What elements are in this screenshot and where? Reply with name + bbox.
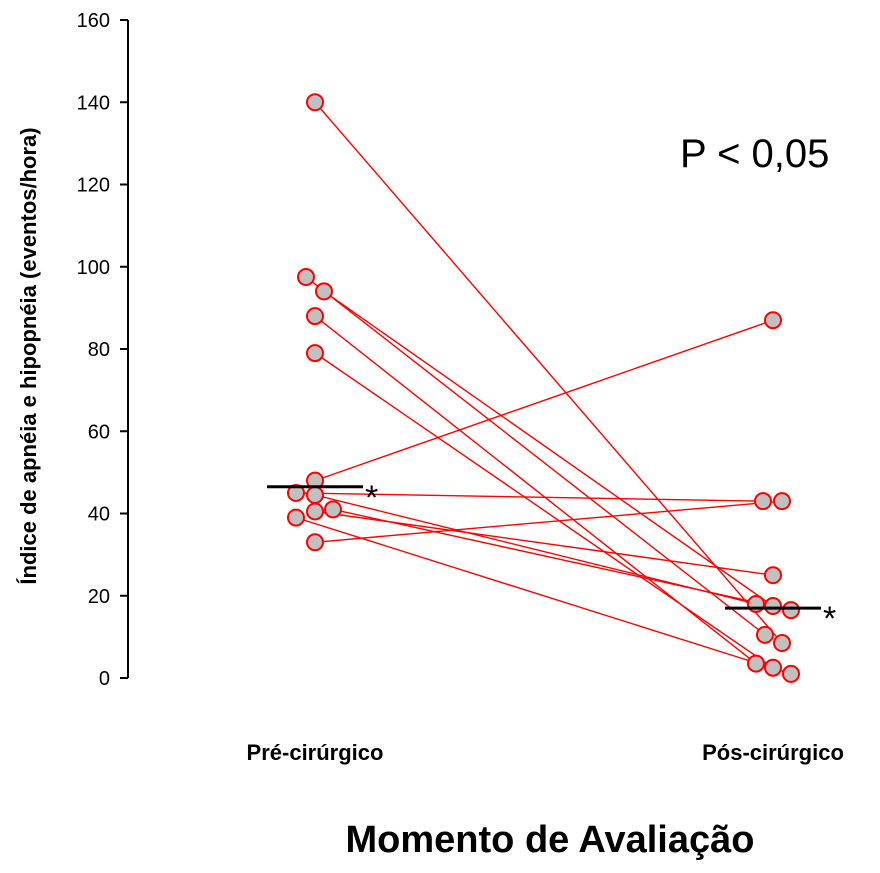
data-point-post bbox=[764, 311, 782, 330]
data-point-pre bbox=[315, 282, 333, 301]
data-point-post bbox=[754, 492, 772, 511]
data-point-post bbox=[764, 597, 782, 616]
data-point-post bbox=[773, 492, 791, 511]
pair-line bbox=[295, 516, 792, 675]
data-point-post bbox=[764, 658, 782, 677]
data-points bbox=[287, 93, 800, 683]
y-tick-label: 100 bbox=[77, 257, 110, 279]
data-point-pre bbox=[306, 502, 324, 521]
p-value-annotation: P < 0,05 bbox=[680, 132, 829, 176]
pair-line bbox=[314, 510, 774, 576]
data-point-pre bbox=[306, 307, 324, 326]
y-axis-title: Índice de apnéia e hipopnéia (eventos/ho… bbox=[16, 127, 41, 584]
data-point-pre bbox=[306, 533, 324, 552]
data-point-post bbox=[773, 634, 791, 653]
pair-line bbox=[314, 319, 774, 482]
y-ticks: 0 20 40 60 80 100 120 140 160 bbox=[77, 10, 128, 690]
y-tick-label: 60 bbox=[88, 421, 110, 443]
pair-lines bbox=[295, 101, 792, 675]
y-tick-label: 0 bbox=[99, 668, 110, 690]
median-markers: ** bbox=[267, 479, 836, 638]
y-tick-label: 80 bbox=[88, 339, 110, 361]
pair-line bbox=[314, 500, 783, 543]
pair-line bbox=[314, 315, 757, 665]
x-axis-title: Momento de Avaliação bbox=[346, 819, 755, 861]
y-tick-label: 140 bbox=[77, 92, 110, 114]
y-tick-label: 160 bbox=[77, 10, 110, 32]
data-point-post bbox=[782, 664, 800, 683]
median-asterisk: * bbox=[823, 600, 836, 638]
data-point-pre bbox=[287, 483, 305, 502]
data-point-pre bbox=[306, 485, 324, 504]
data-point-post bbox=[782, 601, 800, 620]
y-tick-label: 40 bbox=[88, 504, 110, 526]
data-point-pre bbox=[297, 268, 315, 287]
pair-line bbox=[295, 492, 764, 502]
pair-line bbox=[314, 352, 774, 669]
y-tick-label: 120 bbox=[77, 175, 110, 197]
category-label-pre: Pré-cirúrgico bbox=[247, 740, 384, 765]
data-point-pre bbox=[324, 500, 342, 519]
category-label-post: Pós-cirúrgico bbox=[702, 740, 844, 765]
pair-line bbox=[314, 101, 783, 644]
y-tick-label: 20 bbox=[88, 586, 110, 608]
data-point-pre bbox=[306, 344, 324, 363]
median-asterisk: * bbox=[365, 479, 378, 517]
data-point-pre bbox=[306, 93, 324, 112]
data-point-post bbox=[747, 654, 765, 673]
data-point-post bbox=[764, 566, 782, 585]
pair-line bbox=[323, 290, 774, 607]
data-point-post bbox=[756, 625, 774, 644]
pair-line bbox=[305, 276, 766, 636]
data-point-pre bbox=[287, 508, 305, 527]
pair-line bbox=[332, 508, 792, 611]
